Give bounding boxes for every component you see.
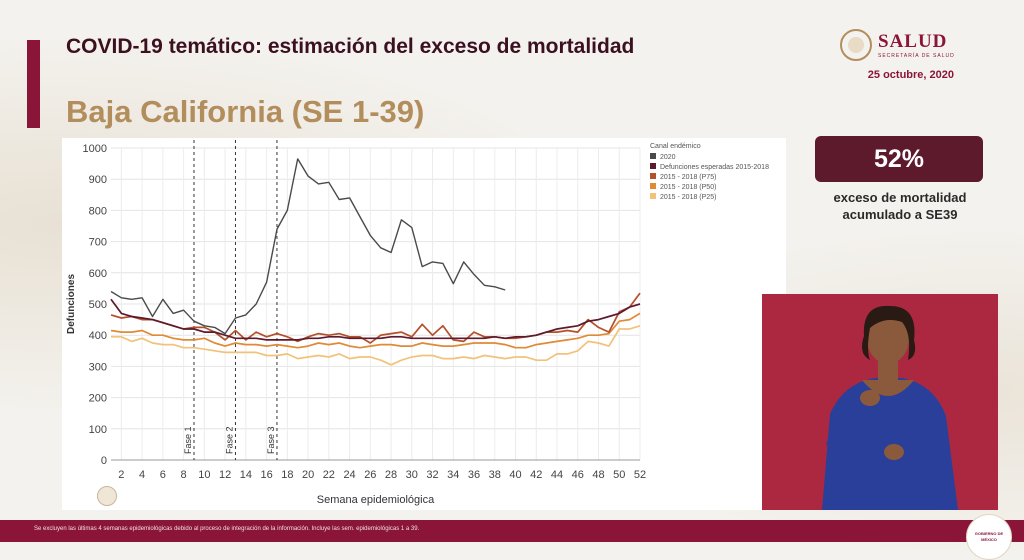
series-line <box>111 324 641 366</box>
gobierno-seal-line2: MÉXICO <box>981 537 997 542</box>
phase-label: Fase 2 <box>224 426 234 454</box>
y-tick-label: 500 <box>89 299 107 311</box>
x-tick-label: 44 <box>551 469 563 481</box>
excess-caption-line2: acumulado a SE39 <box>842 207 958 222</box>
x-tick-label: 36 <box>468 469 480 481</box>
page-title: COVID-19 temático: estimación del exceso… <box>66 35 635 58</box>
x-axis-title: Semana epidemiológica <box>317 494 435 506</box>
series-line <box>110 298 641 341</box>
excess-caption: exceso de mortalidad acumulado a SE39 <box>805 189 995 223</box>
gobierno-seal-line1: GOBIERNO DE <box>974 531 1004 536</box>
accent-bar <box>27 40 40 128</box>
x-tick-label: 24 <box>343 469 355 481</box>
interpreter-image <box>762 294 998 510</box>
y-tick-label: 0 <box>101 455 107 467</box>
y-tick-label: 100 <box>89 424 107 436</box>
x-tick-label: 20 <box>302 469 314 481</box>
x-tick-label: 32 <box>426 469 438 481</box>
x-tick-label: 2 <box>118 469 124 481</box>
footer-note: Se excluyen las últimas 4 semanas epidem… <box>34 526 420 532</box>
page-subtitle: Baja California (SE 1-39) <box>66 94 425 129</box>
x-tick-label: 22 <box>323 469 335 481</box>
x-tick-label: 14 <box>240 469 252 481</box>
x-tick-label: 28 <box>385 469 397 481</box>
x-tick-label: 4 <box>139 469 145 481</box>
legend-swatch <box>650 163 656 169</box>
excess-percent-value: 52% <box>873 144 925 173</box>
legend-swatch <box>650 183 656 189</box>
y-tick-label: 600 <box>89 268 107 280</box>
chart-panel: 0 100 200 300 400 500 600 700 800 900 1000 2 4 6 8 10 12… <box>62 138 786 510</box>
legend-title: Canal endémico <box>650 143 701 150</box>
x-tick-label: 12 <box>219 469 231 481</box>
logo-name: SALUD <box>878 30 948 52</box>
y-tick-label: 700 <box>89 237 107 249</box>
legend-swatch <box>650 173 656 179</box>
x-tick-label: 6 <box>160 469 166 481</box>
series-line <box>110 312 641 349</box>
series-line <box>110 158 506 335</box>
y-axis-title: Defunciones <box>66 274 77 334</box>
x-tick-label: 16 <box>260 469 272 481</box>
legend-label: Defunciones esperadas 2015-2018 <box>660 164 769 171</box>
x-tick-label: 30 <box>406 469 418 481</box>
emblem-icon <box>97 486 117 506</box>
logo-subtitle: SECRETARÍA DE SALUD <box>878 52 955 59</box>
eagle-seal-icon <box>840 29 872 61</box>
excess-percent-badge: 52% <box>815 136 983 182</box>
x-tick-label: 34 <box>447 469 459 481</box>
x-tick-label: 46 <box>572 469 584 481</box>
legend-label: 2015 - 2018 (P75) <box>660 174 716 181</box>
x-tick-label: 38 <box>489 469 501 481</box>
y-tick-label: 900 <box>89 174 107 186</box>
x-tick-label: 10 <box>198 469 210 481</box>
gobierno-seal: GOBIERNO DE MÉXICO <box>966 514 1012 560</box>
legend-label: 2015 - 2018 (P25) <box>660 194 716 201</box>
phase-label: Fase 1 <box>183 426 193 454</box>
y-tick-label: 400 <box>89 330 107 342</box>
excess-caption-line1: exceso de mortalidad <box>833 190 967 205</box>
x-tick-label: 26 <box>364 469 376 481</box>
legend-label: 2020 <box>660 154 676 161</box>
report-date: 25 octubre, 2020 <box>867 69 954 81</box>
footer-bar <box>0 520 1024 542</box>
x-tick-label: 48 <box>592 469 604 481</box>
sign-language-video <box>762 294 998 510</box>
x-tick-label: 42 <box>530 469 542 481</box>
y-tick-label: 300 <box>89 361 107 373</box>
y-tick-label: 200 <box>89 393 107 405</box>
legend-label: 2015 - 2018 (P50) <box>660 184 716 191</box>
x-tick-label: 8 <box>181 469 187 481</box>
legend-swatch <box>650 153 656 159</box>
salud-logo: SALUD SECRETARÍA DE SALUD <box>840 26 955 64</box>
x-tick-label: 40 <box>509 469 521 481</box>
x-tick-label: 50 <box>613 469 625 481</box>
y-tick-label: 800 <box>89 205 107 217</box>
x-tick-label: 18 <box>281 469 293 481</box>
legend-swatch <box>650 193 656 199</box>
x-tick-label: 52 <box>634 469 646 481</box>
y-tick-label: 1000 <box>83 143 107 155</box>
phase-label: Fase 3 <box>266 426 276 454</box>
